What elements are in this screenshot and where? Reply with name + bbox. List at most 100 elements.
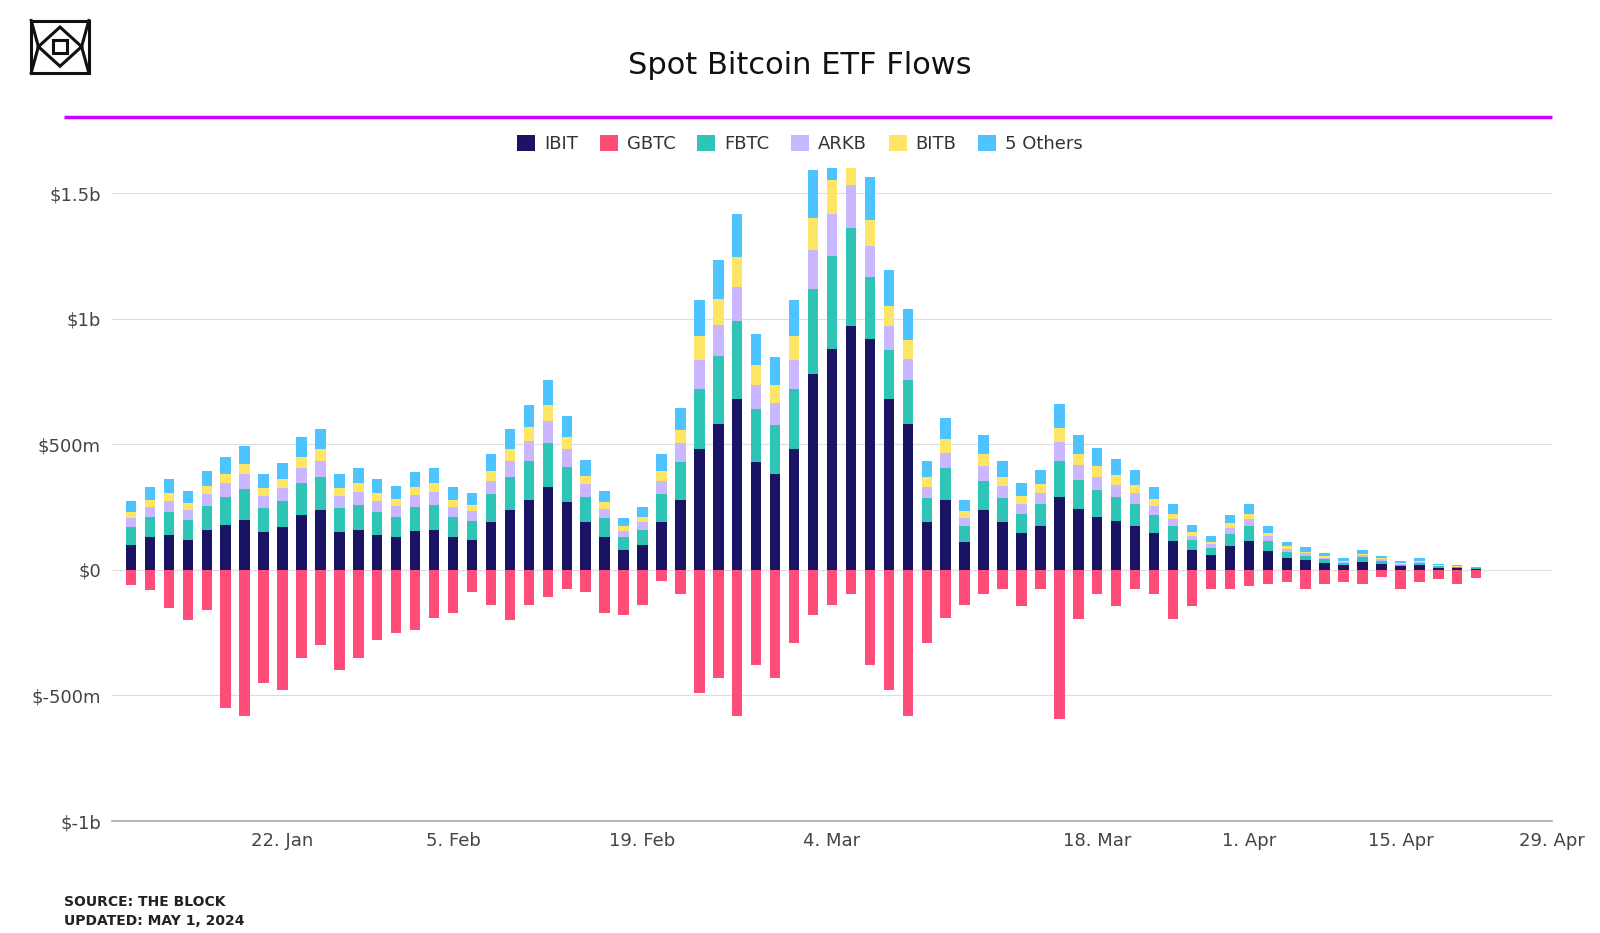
Bar (770, 425, 781, 474)
Bar (750, 462, 762, 570)
Bar (846, 327, 856, 570)
Bar (978, 509, 989, 570)
Bar (770, 570, 781, 678)
Bar (883, 327, 894, 350)
Bar (182, 509, 194, 520)
Bar (864, 339, 875, 570)
Bar (542, 570, 554, 597)
Bar (296, 483, 307, 515)
Bar (373, 480, 382, 494)
Bar (1206, 548, 1216, 555)
Bar (1016, 504, 1027, 514)
Bar (883, 306, 894, 327)
Bar (504, 570, 515, 620)
Bar (1054, 461, 1064, 497)
Bar (258, 474, 269, 488)
Bar (1074, 466, 1083, 480)
Bar (1262, 525, 1274, 533)
Bar (978, 454, 989, 466)
Bar (600, 491, 610, 502)
Bar (960, 511, 970, 518)
Bar (1206, 555, 1216, 570)
Bar (202, 530, 211, 570)
Bar (258, 496, 269, 508)
Bar (733, 215, 742, 258)
Bar (334, 488, 344, 496)
Bar (1206, 536, 1216, 542)
Bar (883, 270, 894, 306)
Bar (1453, 570, 1462, 584)
Bar (354, 483, 363, 492)
Bar (1357, 550, 1368, 554)
Bar (277, 527, 288, 570)
Bar (581, 497, 590, 522)
Bar (163, 494, 174, 501)
Bar (922, 522, 931, 570)
Bar (1357, 562, 1368, 570)
Bar (562, 437, 571, 450)
Bar (486, 570, 496, 605)
Bar (486, 480, 496, 494)
Bar (1301, 553, 1310, 555)
Bar (941, 453, 950, 468)
Bar (600, 537, 610, 570)
Bar (504, 477, 515, 509)
Bar (694, 299, 704, 336)
Bar (1035, 526, 1046, 570)
Bar (504, 509, 515, 570)
Bar (1074, 453, 1083, 466)
Bar (1224, 523, 1235, 528)
Bar (864, 176, 875, 220)
Bar (922, 477, 931, 487)
Bar (733, 286, 742, 321)
Bar (618, 537, 629, 550)
Bar (240, 570, 250, 716)
Bar (997, 498, 1008, 522)
Bar (373, 512, 382, 535)
Bar (789, 299, 800, 336)
Bar (1338, 561, 1349, 562)
Bar (523, 499, 534, 570)
Bar (902, 309, 914, 341)
Bar (1414, 561, 1424, 562)
Bar (1262, 533, 1274, 536)
Bar (733, 258, 742, 286)
Bar (1453, 565, 1462, 566)
Bar (277, 463, 288, 479)
Bar (221, 524, 230, 570)
Bar (1110, 521, 1122, 570)
Bar (504, 429, 515, 449)
Bar (221, 497, 230, 524)
Bar (922, 487, 931, 498)
Bar (902, 570, 914, 716)
Bar (1338, 563, 1349, 565)
Bar (600, 502, 610, 508)
Bar (448, 487, 458, 500)
Bar (581, 476, 590, 484)
Bar (354, 505, 363, 530)
Bar (1224, 546, 1235, 570)
Bar (163, 570, 174, 607)
Bar (182, 520, 194, 539)
Bar (1301, 551, 1310, 553)
Bar (637, 517, 648, 522)
Bar (221, 456, 230, 474)
Bar (1035, 484, 1046, 493)
Bar (448, 500, 458, 507)
Bar (600, 570, 610, 613)
Bar (542, 421, 554, 443)
Bar (581, 570, 590, 592)
Bar (390, 506, 402, 517)
Bar (789, 450, 800, 570)
Bar (750, 335, 762, 365)
Bar (354, 530, 363, 570)
Bar (429, 492, 440, 505)
Bar (163, 512, 174, 535)
Bar (675, 499, 686, 570)
Bar (1016, 496, 1027, 504)
Bar (656, 570, 667, 581)
Bar (960, 500, 970, 511)
Bar (581, 460, 590, 476)
Bar (354, 570, 363, 658)
Bar (675, 430, 686, 443)
